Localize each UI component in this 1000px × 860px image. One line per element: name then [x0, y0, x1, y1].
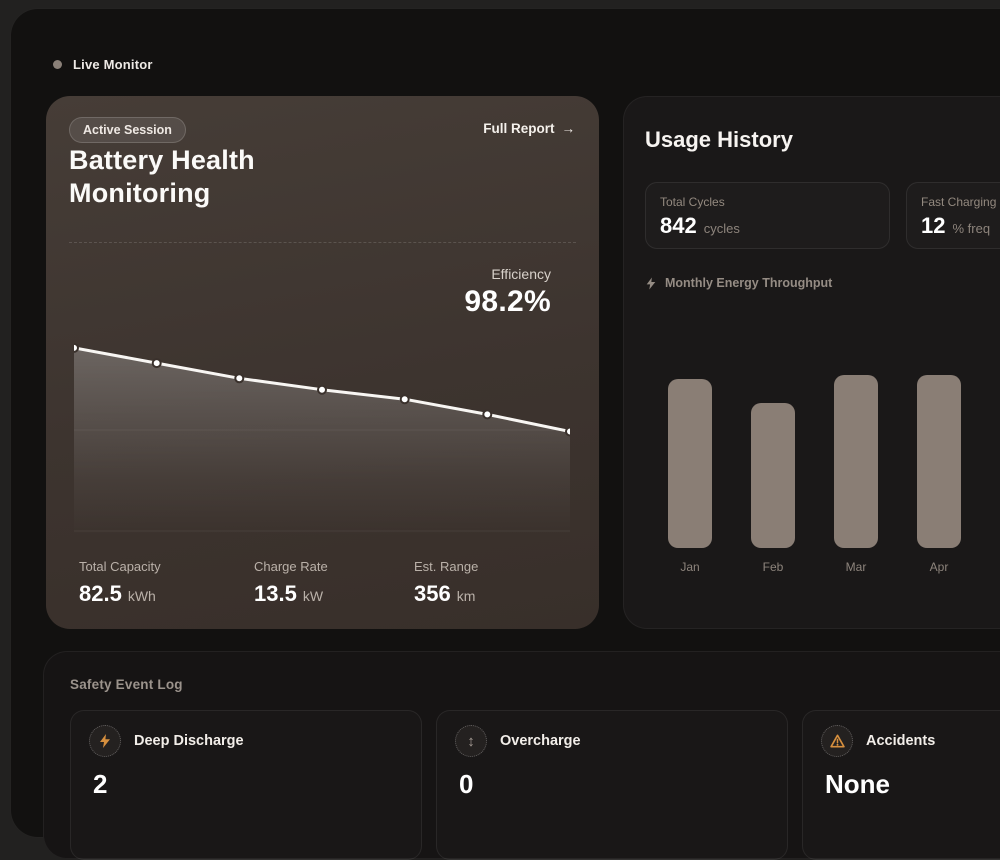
battery-card-title: Battery Health Monitoring	[69, 145, 255, 208]
event-label: Deep Discharge	[134, 733, 244, 749]
bar-label: Jan	[680, 560, 700, 574]
warning-triangle-icon	[821, 725, 853, 757]
battery-stats-row: Total Capacity 82.5 kWh Charge Rate 13.5 k…	[79, 559, 478, 607]
lightning-icon	[89, 725, 121, 757]
full-report-label: Full Report	[483, 121, 555, 136]
event-label: Accidents	[866, 733, 936, 749]
safety-event-log-title: Safety Event Log	[70, 677, 183, 692]
event-card-accidents: Accidents None	[802, 710, 1000, 860]
efficiency-readout: Efficiency 98.2%	[464, 266, 551, 319]
stat-est-range: Est. Range 356 km	[414, 559, 479, 606]
bar	[751, 403, 795, 548]
event-card-deep-discharge: Deep Discharge 2	[70, 710, 422, 860]
bar-label: Apr	[929, 560, 949, 574]
active-session-badge: Active Session	[69, 117, 186, 143]
stat-fast-charging: Fast Charging 12% freq	[906, 182, 1000, 249]
bar-slot-feb: Feb	[751, 375, 795, 574]
stat-total-cycles: Total Cycles 842 cycles	[645, 182, 890, 249]
battery-trend-chart	[74, 342, 570, 536]
bar	[834, 375, 878, 548]
efficiency-value: 98.2%	[464, 285, 551, 318]
event-card-overcharge: ↕ Overcharge 0	[436, 710, 788, 860]
usage-history-title: Usage History	[645, 127, 793, 152]
usage-history-card: Usage History Total Cycles 842 cycles Fas…	[623, 96, 1000, 629]
monthly-throughput-header: Monthly Energy Throughput	[645, 276, 832, 290]
live-monitor: Live Monitor	[53, 57, 153, 72]
divider	[69, 242, 576, 243]
full-report-button[interactable]: Full Report →	[483, 121, 575, 136]
event-value: 2	[93, 769, 108, 799]
bar-slot-apr: Apr	[917, 375, 961, 574]
monthly-throughput-label: Monthly Energy Throughput	[665, 276, 833, 290]
stat-total-capacity: Total Capacity 82.5 kWh	[79, 559, 161, 606]
battery-health-card: Active Session Full Report → Battery Hea…	[46, 96, 599, 629]
bar	[668, 379, 712, 548]
bar	[917, 375, 961, 548]
status-dot-icon	[53, 60, 62, 69]
bar-slot-mar: Mar	[834, 375, 878, 574]
dashboard-shell: Live Monitor Active Session Full Report …	[10, 8, 1000, 860]
arrows-vertical-icon: ↕	[455, 725, 487, 757]
bar-label: Mar	[845, 560, 867, 574]
safety-event-log-card: Safety Event Log Deep Discharge 2 ↕ Over…	[43, 651, 1000, 860]
bar-slot-jan: Jan	[668, 375, 712, 574]
bar-label: Feb	[762, 560, 784, 574]
efficiency-label: Efficiency	[491, 266, 551, 282]
stat-charge-rate: Charge Rate 13.5 kW	[254, 559, 328, 606]
event-value: 0	[459, 769, 474, 799]
arrow-right-icon: →	[561, 121, 576, 136]
event-value: None	[825, 769, 890, 799]
monthly-bar-chart: Jan Feb Mar Apr	[668, 375, 961, 605]
event-label: Overcharge	[500, 733, 581, 749]
lightning-icon	[646, 277, 656, 289]
live-monitor-label: Live Monitor	[73, 57, 153, 72]
